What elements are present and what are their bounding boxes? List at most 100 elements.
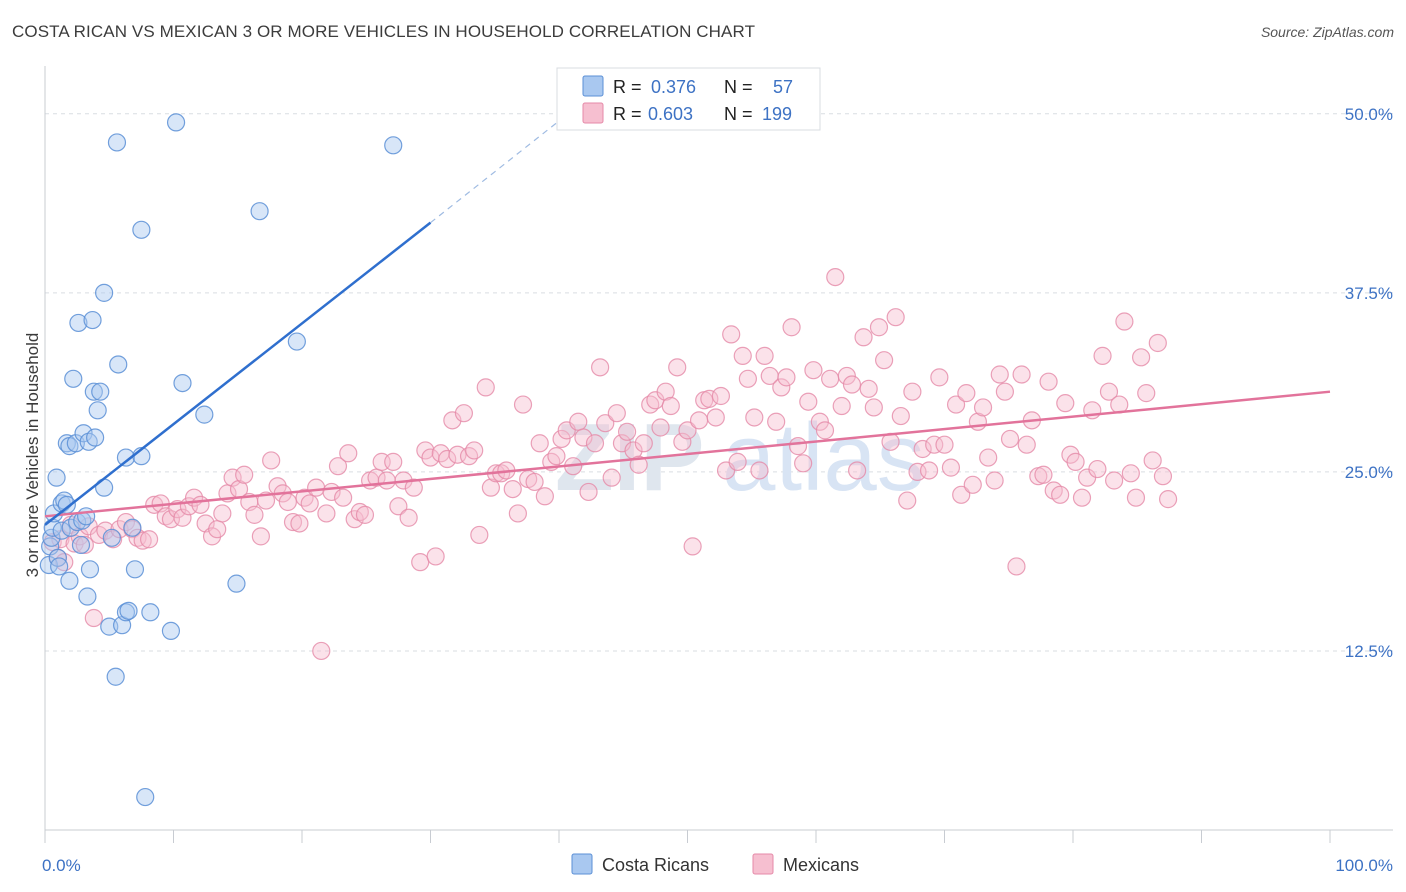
mexicans-point-133: [772, 378, 791, 397]
mexicans-point-44: [283, 512, 303, 532]
mexicans-point-161: [925, 435, 944, 454]
costa-ricans-points: [39, 113, 403, 807]
mexicans-point-27: [191, 495, 210, 514]
costa-ricans-point-26: [80, 560, 100, 579]
legend-r-label-2: R =: [613, 104, 642, 124]
mexicans-point-78: [470, 525, 489, 545]
mexicans-point-165: [946, 395, 966, 414]
mexicans-point-67: [411, 553, 430, 572]
mexicans-point-172: [985, 471, 1004, 490]
mexicans-point-102: [602, 468, 621, 487]
y-tick-label-0: 12.5%: [1345, 642, 1393, 661]
costa-ricans-point-5: [47, 468, 66, 487]
mexicans-point-38: [251, 527, 270, 546]
mexicans-point-37: [245, 505, 264, 524]
mexicans-point-125: [728, 452, 747, 471]
mexicans-point-101: [596, 414, 615, 433]
mexicans-point-45: [290, 514, 309, 533]
mexicans-point-166: [952, 485, 971, 504]
mexicans-point-52: [328, 457, 348, 476]
legend-n-value-costa-ricans: 57: [773, 77, 793, 97]
y-axis-label: 3 or more Vehicles in Household: [23, 333, 42, 578]
mexicans-point-126: [733, 346, 752, 365]
mexicans-point-143: [826, 268, 845, 287]
y-tick-label-3: 50.0%: [1345, 105, 1393, 124]
bottom-legend-swatch-mexicans: [752, 853, 774, 875]
mexicans-point-18: [139, 530, 159, 549]
source-label: Source: ZipAtlas.com: [1260, 24, 1394, 40]
mexicans-point-72: [438, 449, 457, 469]
mexicans-point-192: [1093, 346, 1112, 365]
mexicans-point-97: [574, 428, 593, 447]
costa-ricans-point-16: [64, 369, 83, 388]
legend-n-label-1: N =: [724, 77, 753, 97]
mexicans-point-98: [579, 482, 598, 502]
costa-ricans-point-19: [69, 313, 88, 333]
mexicans-point-201: [1143, 451, 1162, 470]
mexicans-point-96: [569, 412, 588, 431]
legend-n-value-mexicans: 199: [762, 104, 792, 124]
series-legend: Costa Ricans Mexicans: [571, 853, 859, 875]
mexicans-point-9: [84, 608, 103, 628]
mexicans-point-31: [213, 504, 232, 523]
costa-ricans-point-55: [287, 332, 306, 351]
mexicans-point-129: [750, 461, 769, 480]
mexicans-point-75: [454, 404, 474, 423]
mexicans-point-200: [1137, 384, 1156, 403]
costa-ricans-point-46: [132, 220, 151, 239]
mexicans-point-148: [854, 328, 873, 347]
mexicans-point-63: [389, 497, 408, 516]
mexicans-point-142: [821, 369, 840, 388]
mexicans-point-24: [173, 508, 192, 527]
mexicans-point-203: [1153, 467, 1173, 486]
mexicans-point-93: [552, 429, 571, 449]
mexicans-point-193: [1099, 382, 1119, 401]
mexicans-point-170: [973, 398, 993, 417]
costa-ricans-point-14: [60, 571, 79, 590]
costa-ricans-trend-line: [44, 221, 432, 526]
mexicans-point-113: [661, 396, 680, 416]
mexicans-point-66: [404, 478, 423, 497]
mexicans-point-181: [1034, 465, 1053, 484]
costa-ricans-point-56: [384, 136, 403, 155]
mexicans-point-159: [913, 439, 932, 459]
mexicans-point-90: [535, 487, 554, 506]
axes: [44, 66, 1393, 843]
costa-ricans-trend-extension: [430, 120, 560, 224]
mexicans-point-146: [842, 375, 862, 394]
costa-ricans-point-37: [107, 133, 127, 152]
mexicans-point-103: [607, 404, 626, 423]
mexicans-point-70: [426, 547, 445, 566]
mexicans-point-160: [919, 461, 939, 480]
mexicans-point-84: [503, 479, 522, 499]
mexicans-point-136: [788, 437, 808, 456]
mexicans-point-162: [930, 368, 949, 387]
costa-ricans-point-42: [119, 601, 138, 620]
mexicans-point-145: [837, 366, 856, 386]
y-tick-label-2: 37.5%: [1345, 284, 1393, 303]
mexicans-point-199: [1132, 348, 1151, 367]
mexicans-point-155: [891, 406, 910, 426]
mexicans-point-80: [481, 478, 500, 497]
mexicans-points: [43, 268, 1178, 661]
correlation-legend: R = 0.376 N = 57 R = 0.603 N = 199: [556, 67, 821, 131]
mexicans-point-79: [476, 378, 495, 397]
costa-ricans-point-11: [57, 495, 76, 514]
mexicans-point-30: [208, 520, 227, 539]
mexicans-point-7: [75, 535, 94, 555]
mexicans-point-56: [350, 502, 369, 522]
mexicans-point-154: [886, 308, 905, 327]
mexicans-point-77: [465, 441, 484, 460]
mexicans-point-62: [384, 452, 403, 471]
mexicans-point-173: [990, 365, 1009, 384]
chart-title: COSTA RICAN VS MEXICAN 3 OR MORE VEHICLE…: [12, 22, 756, 41]
mexicans-point-141: [815, 421, 835, 440]
mexicans-point-134: [777, 368, 796, 387]
costa-ricans-point-28: [84, 382, 103, 401]
mexicans-point-73: [443, 411, 462, 430]
grid-lines: [45, 113, 1393, 652]
mexicans-point-130: [755, 346, 774, 365]
costa-ricans-point-53: [227, 574, 246, 593]
x-tick-label-0: 0.0%: [42, 856, 81, 875]
costa-ricans-point-50: [166, 113, 186, 132]
